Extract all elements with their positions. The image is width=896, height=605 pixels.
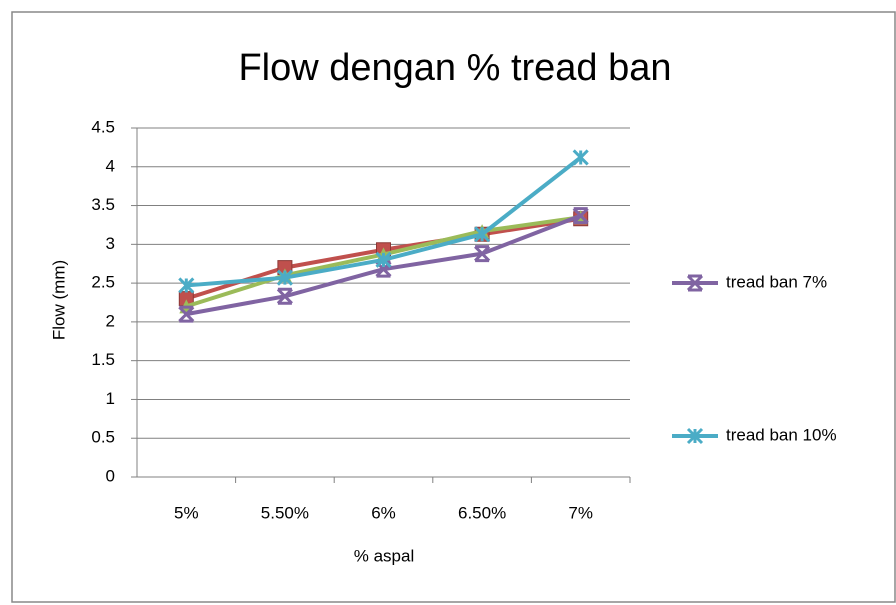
legend-label: tread ban 7% bbox=[726, 272, 827, 291]
y-tick-label: 2 bbox=[106, 311, 115, 330]
marker bbox=[686, 274, 704, 292]
y-tick-label: 3.5 bbox=[91, 195, 115, 214]
marker bbox=[572, 149, 589, 166]
marker bbox=[474, 226, 491, 243]
marker bbox=[178, 305, 195, 323]
marker bbox=[276, 287, 293, 305]
x-tick-label: 6% bbox=[371, 503, 396, 522]
marker bbox=[276, 269, 293, 286]
chart-border bbox=[11, 11, 896, 603]
x-tick-label: 5.50% bbox=[261, 503, 309, 522]
marker bbox=[375, 251, 392, 268]
y-tick-label: 2.5 bbox=[91, 273, 115, 292]
y-tick-label: 3 bbox=[106, 234, 115, 253]
marker bbox=[375, 260, 392, 278]
y-tick-label: 1 bbox=[106, 389, 115, 408]
x-axis-label: % aspal bbox=[354, 546, 414, 565]
y-tick-label: 4 bbox=[106, 156, 115, 175]
y-tick-label: 0 bbox=[106, 466, 115, 485]
x-tick-label: 5% bbox=[174, 503, 199, 522]
x-tick-label: 6.50% bbox=[458, 503, 506, 522]
marker bbox=[572, 207, 589, 225]
y-tick-label: 4.5 bbox=[91, 117, 115, 136]
legend-label: tread ban 10% bbox=[726, 425, 837, 444]
marker bbox=[178, 277, 195, 294]
chart-title: Flow dengan % tread ban bbox=[238, 47, 671, 89]
x-tick-label: 7% bbox=[568, 503, 593, 522]
marker bbox=[474, 245, 491, 263]
y-tick-label: 1.5 bbox=[91, 350, 115, 369]
marker bbox=[686, 427, 704, 445]
y-tick-label: 0.5 bbox=[91, 428, 115, 447]
y-axis-label: Flow (mm) bbox=[49, 260, 68, 340]
